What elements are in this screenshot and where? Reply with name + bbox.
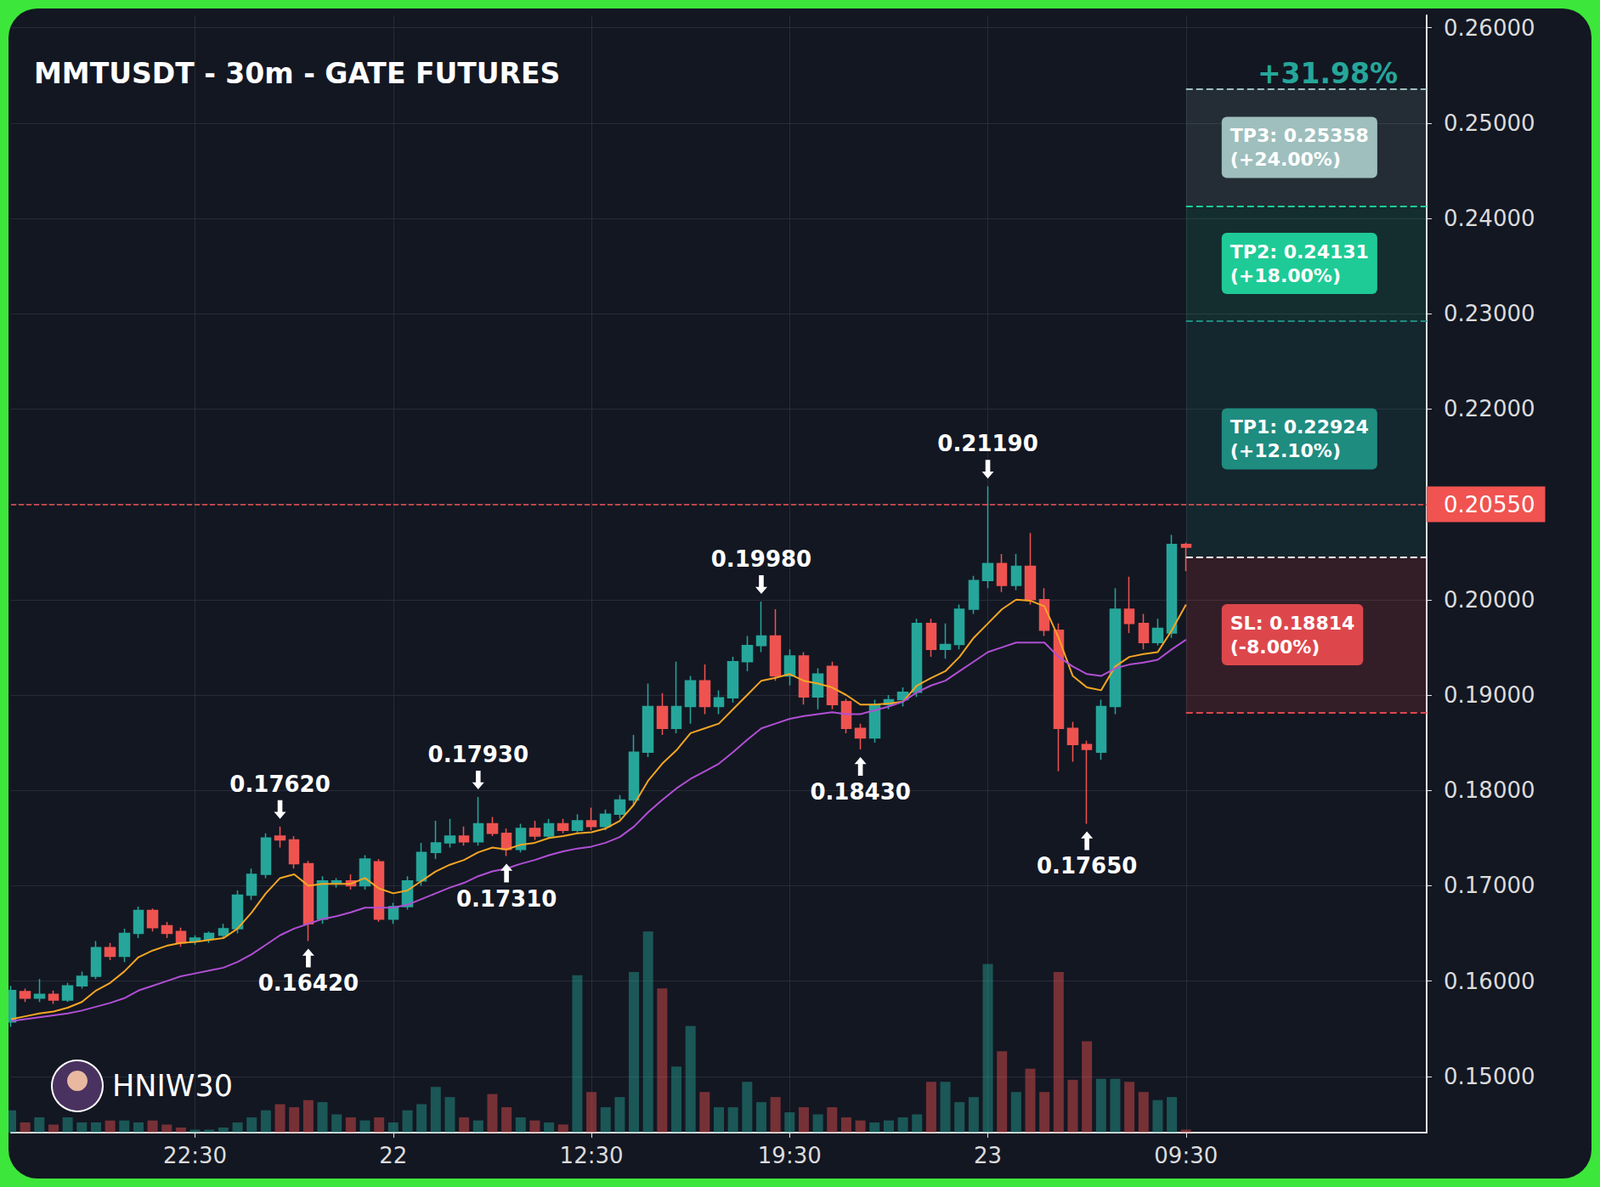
svg-text:09:30: 09:30 — [1153, 1142, 1218, 1169]
svg-text:TP2: 0.24131: TP2: 0.24131 — [1230, 241, 1369, 263]
svg-text:22: 22 — [378, 1142, 408, 1169]
svg-text:23: 23 — [973, 1142, 1002, 1169]
svg-text:0.21190: 0.21190 — [937, 430, 1038, 457]
svg-text:0.20000: 0.20000 — [1443, 587, 1536, 613]
svg-text:0.21000: 0.21000 — [1443, 491, 1536, 518]
svg-text:0.20550: 0.20550 — [1443, 491, 1536, 518]
svg-text:+31.98%: +31.98% — [1257, 56, 1398, 91]
svg-text:0.22000: 0.22000 — [1443, 395, 1536, 422]
svg-text:0.17000: 0.17000 — [1443, 872, 1536, 899]
svg-text:22:30: 22:30 — [163, 1142, 227, 1169]
svg-text:0.25000: 0.25000 — [1443, 110, 1536, 136]
svg-text:SL: 0.18814: SL: 0.18814 — [1230, 612, 1356, 634]
svg-text:0.23000: 0.23000 — [1443, 300, 1536, 327]
svg-text:0.16000: 0.16000 — [1443, 968, 1536, 995]
svg-text:0.15000: 0.15000 — [1443, 1063, 1536, 1090]
svg-text:(+18.00%): (+18.00%) — [1230, 265, 1341, 287]
svg-text:0.18430: 0.18430 — [809, 779, 911, 805]
svg-text:(+24.00%): (+24.00%) — [1230, 148, 1341, 170]
svg-text:TP1: 0.22924: TP1: 0.22924 — [1230, 416, 1369, 438]
svg-text:0.26000: 0.26000 — [1443, 15, 1536, 41]
svg-text:0.17930: 0.17930 — [428, 741, 529, 768]
svg-text:0.17620: 0.17620 — [229, 771, 330, 798]
svg-text:(-8.00%): (-8.00%) — [1230, 636, 1321, 658]
svg-text:0.24000: 0.24000 — [1443, 205, 1536, 232]
svg-text:0.19980: 0.19980 — [711, 546, 812, 572]
svg-text:19:30: 19:30 — [757, 1142, 822, 1169]
svg-text:0.18000: 0.18000 — [1443, 777, 1536, 803]
svg-text:0.16420: 0.16420 — [258, 970, 359, 996]
svg-text:0.19000: 0.19000 — [1443, 682, 1536, 708]
svg-text:0.17310: 0.17310 — [456, 886, 557, 912]
svg-text:TP3: 0.25358: TP3: 0.25358 — [1230, 124, 1369, 147]
svg-text:HNIW30: HNIW30 — [112, 1068, 233, 1103]
svg-text:0.17650: 0.17650 — [1036, 853, 1137, 879]
svg-text:12:30: 12:30 — [559, 1142, 624, 1169]
svg-text:MMTUSDT - 30m - GATE FUTURES: MMTUSDT - 30m - GATE FUTURES — [33, 56, 560, 91]
svg-text:(+12.10%): (+12.10%) — [1230, 440, 1341, 462]
